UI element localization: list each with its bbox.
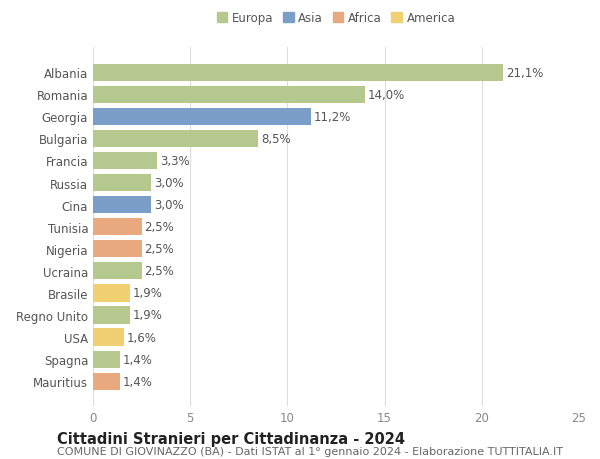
Text: 3,0%: 3,0%	[154, 177, 184, 190]
Bar	[93, 329, 124, 346]
Bar	[93, 196, 151, 214]
Text: 21,1%: 21,1%	[506, 67, 544, 79]
Text: 2,5%: 2,5%	[145, 221, 174, 234]
Text: 1,4%: 1,4%	[123, 375, 153, 388]
Text: 2,5%: 2,5%	[145, 265, 174, 278]
Text: 8,5%: 8,5%	[261, 133, 291, 146]
Text: 1,9%: 1,9%	[133, 309, 163, 322]
Text: 1,9%: 1,9%	[133, 287, 163, 300]
Text: COMUNE DI GIOVINAZZO (BA) - Dati ISTAT al 1° gennaio 2024 - Elaborazione TUTTITA: COMUNE DI GIOVINAZZO (BA) - Dati ISTAT a…	[57, 446, 563, 456]
Text: 3,3%: 3,3%	[160, 155, 190, 168]
Bar	[93, 130, 258, 148]
Bar	[93, 351, 120, 368]
Text: 11,2%: 11,2%	[314, 111, 351, 123]
Bar	[93, 108, 311, 126]
Bar	[93, 285, 130, 302]
Bar	[93, 86, 365, 104]
Bar	[93, 307, 130, 324]
Bar	[93, 218, 142, 236]
Legend: Europa, Asia, Africa, America: Europa, Asia, Africa, America	[212, 7, 460, 30]
Bar	[93, 174, 151, 192]
Bar	[93, 241, 142, 258]
Bar	[93, 373, 120, 390]
Text: 1,4%: 1,4%	[123, 353, 153, 366]
Bar	[93, 152, 157, 170]
Text: 1,6%: 1,6%	[127, 331, 157, 344]
Text: Cittadini Stranieri per Cittadinanza - 2024: Cittadini Stranieri per Cittadinanza - 2…	[57, 431, 405, 447]
Text: 14,0%: 14,0%	[368, 89, 406, 101]
Text: 3,0%: 3,0%	[154, 199, 184, 212]
Text: 2,5%: 2,5%	[145, 243, 174, 256]
Bar	[93, 64, 503, 82]
Bar	[93, 263, 142, 280]
